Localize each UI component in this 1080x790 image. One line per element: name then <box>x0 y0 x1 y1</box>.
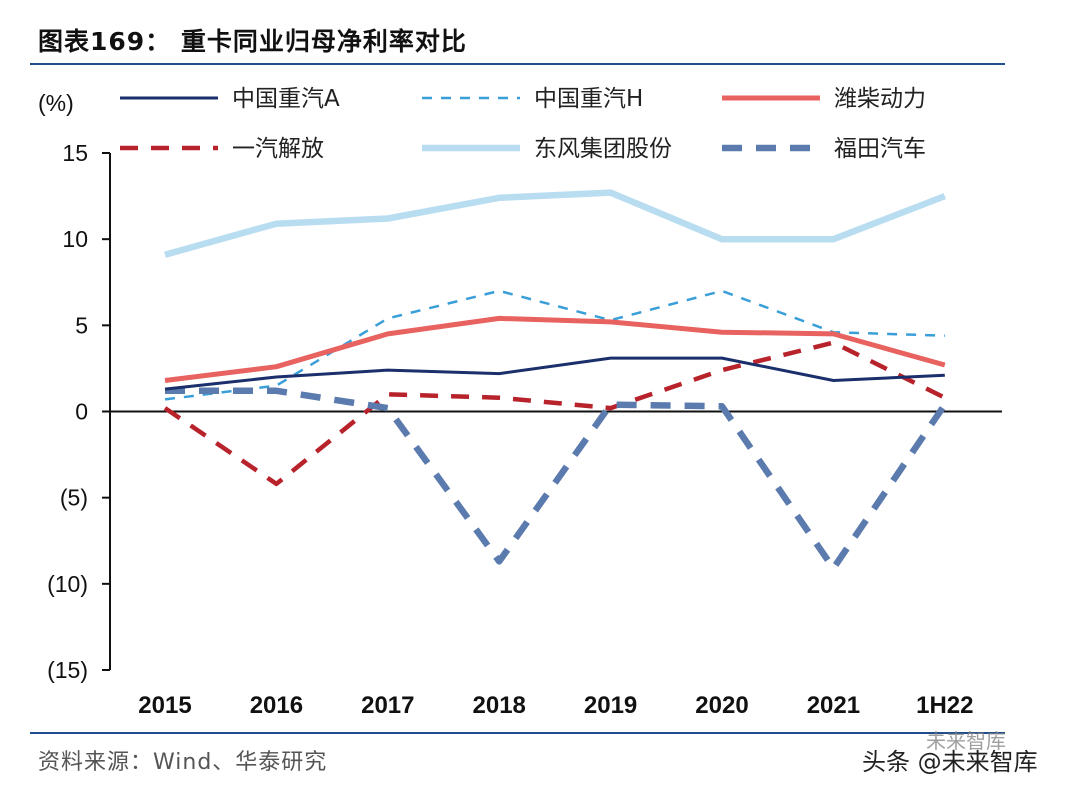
x-tick-label: 2017 <box>361 692 414 719</box>
y-tick-label: (15) <box>47 657 88 683</box>
y-tick-label: 15 <box>62 140 88 166</box>
x-tick-label: 2018 <box>473 692 526 719</box>
series-line-中国重汽A <box>164 356 945 391</box>
x-tick-label: 2015 <box>138 692 191 719</box>
title-divider <box>30 63 1005 65</box>
legend-label: 一汽解放 <box>232 136 324 162</box>
legend-label: 潍柴动力 <box>834 86 926 112</box>
y-tick-label: (10) <box>47 571 88 597</box>
series-line-一汽解放 <box>163 340 946 487</box>
chart-title: 图表169： 重卡同业归母净利率对比 <box>38 27 467 56</box>
x-tick-label: 1H22 <box>916 692 973 719</box>
footer-divider <box>30 732 1005 734</box>
x-tick-label: 2020 <box>695 692 748 719</box>
legend-label: 东风集团股份 <box>534 136 672 162</box>
series-line-东风集团股份 <box>164 189 946 258</box>
series-line-潍柴动力 <box>164 315 946 383</box>
x-tick-label: 2019 <box>584 692 637 719</box>
x-tick-label: 2016 <box>250 692 303 719</box>
y-axis-unit: (%) <box>38 90 74 116</box>
series-layer <box>163 189 948 572</box>
x-tick-label: 2021 <box>807 692 860 719</box>
y-tick-label: 10 <box>62 226 88 252</box>
legend-label: 中国重汽A <box>232 86 340 112</box>
watermark-faint: 未来智库 <box>926 729 1006 753</box>
y-tick-label: 5 <box>75 312 88 338</box>
y-tick-label: 0 <box>75 399 88 425</box>
watermark: 头条 @未来智库 <box>862 748 1038 776</box>
legend-label: 福田汽车 <box>834 136 926 162</box>
source-note: 资料来源：Wind、华泰研究 <box>38 750 328 775</box>
y-tick-label: (5) <box>60 485 88 511</box>
legend-label: 中国重汽H <box>534 86 643 112</box>
axes: 15 10 5 0 (5) (10) (15) (%) 2015 2016 2017 2018 2019… <box>38 90 1002 719</box>
